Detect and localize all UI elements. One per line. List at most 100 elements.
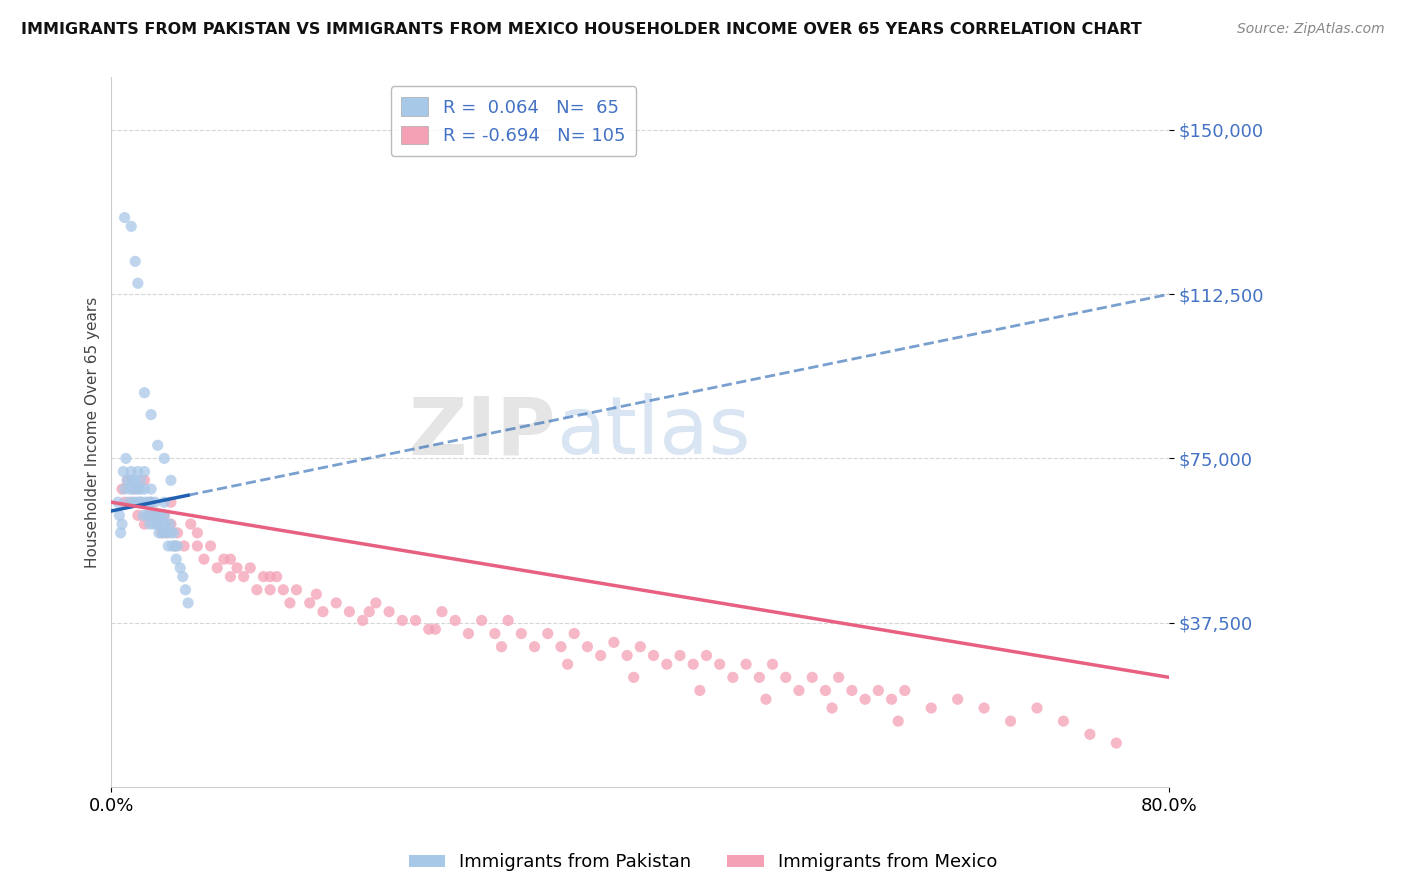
Point: [628, 640, 651, 654]
Point: [339, 605, 361, 619]
Point: [444, 614, 467, 628]
Point: [278, 596, 301, 610]
Point: [689, 683, 711, 698]
Point: [146, 517, 169, 532]
Point: [205, 561, 228, 575]
Point: [136, 508, 159, 523]
Point: [821, 701, 844, 715]
Point: [550, 640, 572, 654]
Point: [537, 626, 560, 640]
Point: [166, 539, 188, 553]
Point: [117, 473, 139, 487]
Point: [787, 683, 810, 698]
Point: [162, 539, 184, 553]
Point: [132, 508, 155, 523]
Point: [117, 473, 139, 487]
Point: [748, 670, 770, 684]
Point: [430, 605, 453, 619]
Point: [150, 517, 173, 532]
Point: [814, 683, 837, 698]
Point: [271, 582, 294, 597]
Point: [163, 539, 186, 553]
Point: [139, 408, 162, 422]
Point: [125, 495, 148, 509]
Point: [484, 626, 506, 640]
Point: [352, 614, 374, 628]
Point: [721, 670, 744, 684]
Point: [557, 657, 579, 672]
Point: [129, 473, 152, 487]
Point: [173, 539, 195, 553]
Point: [135, 495, 157, 509]
Text: ZIP: ZIP: [409, 393, 555, 471]
Point: [134, 473, 156, 487]
Point: [118, 482, 141, 496]
Point: [285, 582, 308, 597]
Point: [134, 465, 156, 479]
Point: [120, 465, 142, 479]
Point: [232, 569, 254, 583]
Point: [143, 495, 166, 509]
Point: [152, 525, 174, 540]
Point: [117, 495, 139, 509]
Point: [193, 552, 215, 566]
Point: [155, 517, 177, 532]
Point: [156, 525, 179, 540]
Point: [138, 495, 160, 509]
Point: [139, 495, 162, 509]
Point: [153, 495, 176, 509]
Point: [157, 539, 180, 553]
Point: [142, 508, 165, 523]
Point: [471, 614, 494, 628]
Point: [266, 569, 288, 583]
Point: [212, 552, 235, 566]
Point: [775, 670, 797, 684]
Point: [576, 640, 599, 654]
Point: [172, 569, 194, 583]
Point: [359, 605, 381, 619]
Point: [312, 605, 335, 619]
Point: [124, 482, 146, 496]
Point: [146, 517, 169, 532]
Point: [252, 569, 274, 583]
Point: [159, 517, 181, 532]
Point: [156, 525, 179, 540]
Point: [1078, 727, 1101, 741]
Text: atlas: atlas: [555, 393, 749, 471]
Y-axis label: Householder Income Over 65 years: Householder Income Over 65 years: [86, 296, 100, 568]
Point: [491, 640, 513, 654]
Point: [1026, 701, 1049, 715]
Point: [180, 517, 202, 532]
Point: [405, 614, 427, 628]
Point: [391, 614, 413, 628]
Point: [127, 277, 149, 291]
Point: [134, 385, 156, 400]
Point: [174, 582, 197, 597]
Point: [364, 596, 387, 610]
Point: [124, 254, 146, 268]
Point: [114, 482, 136, 496]
Point: [655, 657, 678, 672]
Point: [298, 596, 321, 610]
Point: [139, 482, 162, 496]
Point: [153, 451, 176, 466]
Point: [112, 465, 135, 479]
Point: [226, 561, 249, 575]
Point: [111, 517, 134, 532]
Point: [160, 517, 183, 532]
Point: [1105, 736, 1128, 750]
Point: [457, 626, 479, 640]
Point: [425, 622, 447, 636]
Point: [139, 517, 162, 532]
Point: [160, 495, 183, 509]
Point: [127, 508, 149, 523]
Point: [120, 219, 142, 234]
Point: [868, 683, 890, 698]
Point: [200, 539, 222, 553]
Point: [169, 561, 191, 575]
Point: [853, 692, 876, 706]
Point: [148, 525, 170, 540]
Point: [160, 473, 183, 487]
Point: [946, 692, 969, 706]
Point: [682, 657, 704, 672]
